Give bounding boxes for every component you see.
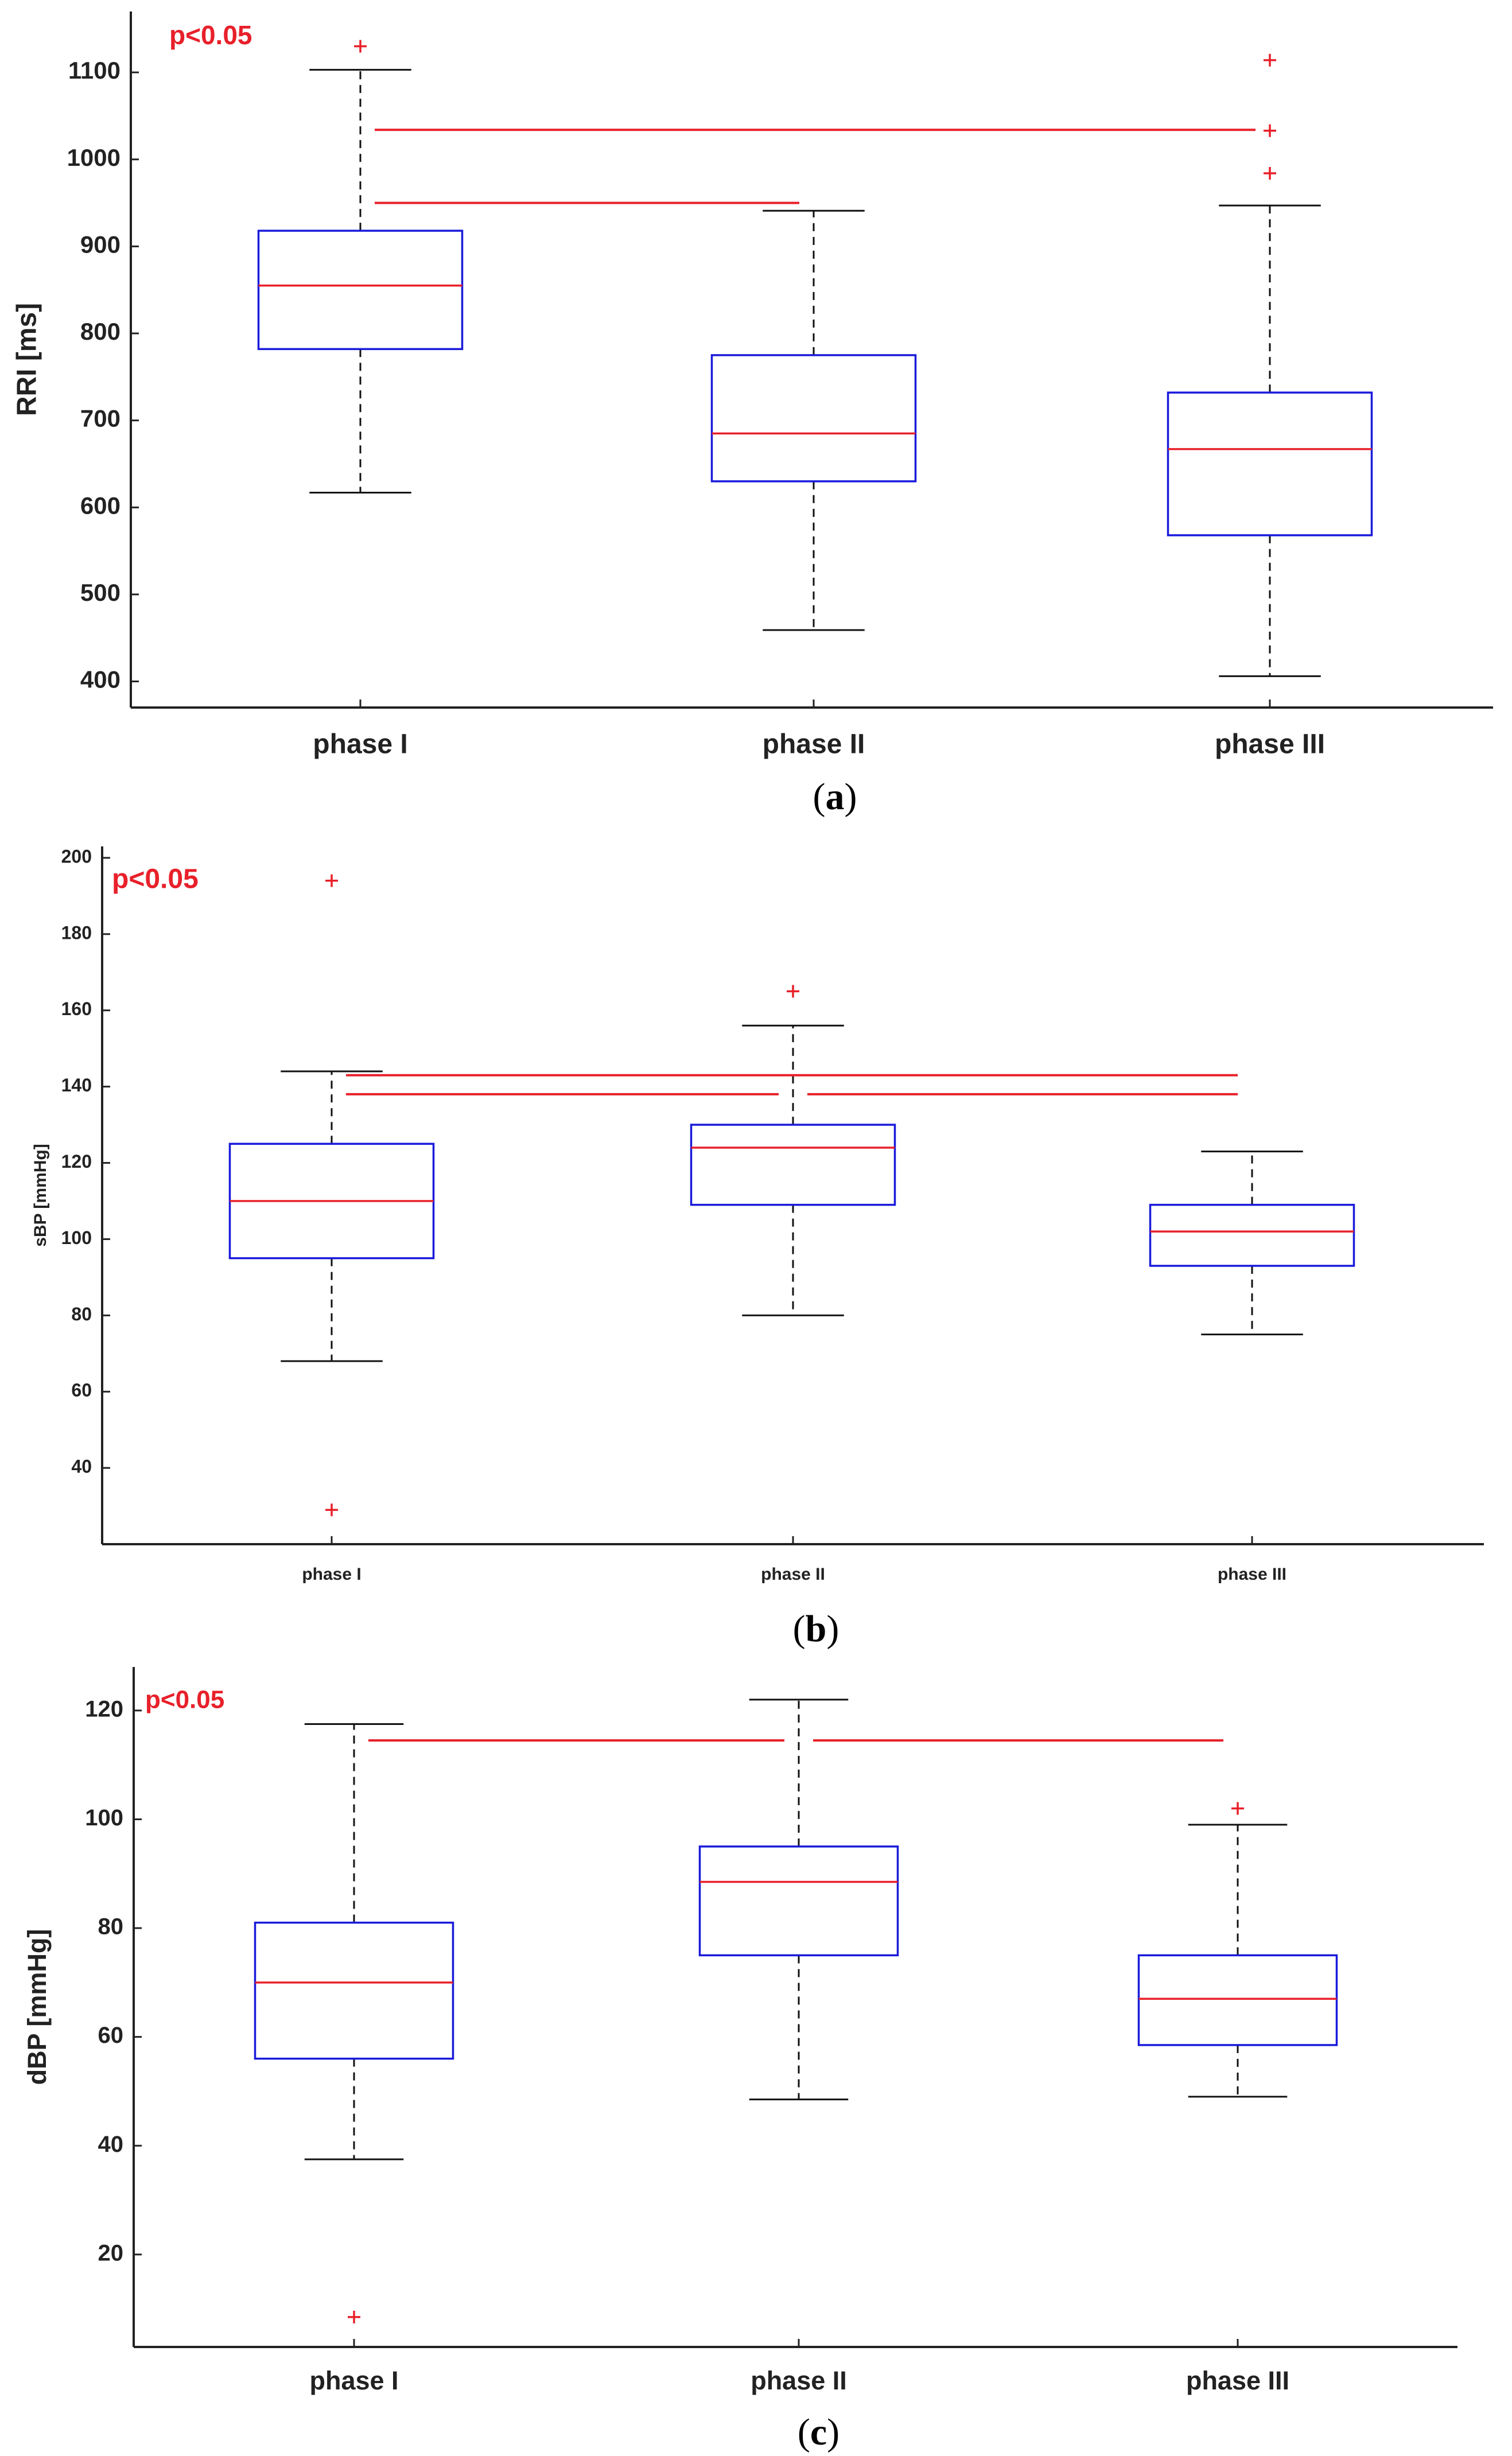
panel-a-ytick-label: 900	[80, 231, 121, 258]
panel-a-ytick-label: 1100	[68, 57, 121, 84]
panel-b-xtick-label: phase I	[302, 1565, 361, 1584]
panel-a-ytick-label: 400	[80, 666, 121, 693]
panel-a-significance-label: p<0.05	[169, 20, 252, 50]
panel-b-ytick-label: 120	[61, 1151, 92, 1172]
panel-c-ytick-label: 120	[85, 1696, 123, 1721]
panel-b-box	[1149, 1203, 1355, 1267]
panel-c-xtick-label: phase I	[309, 2366, 398, 2395]
panel-b-ytick-label: 60	[71, 1380, 92, 1401]
panel-c-y-axis-label: dBP [mmHg]	[22, 1929, 52, 2085]
panel-b-xtick-label: phase II	[761, 1565, 825, 1584]
panel-c-ytick-label: 60	[98, 2023, 124, 2048]
panel-b-caption-letter: b	[806, 1608, 827, 1650]
panel-c-ytick-label: 40	[98, 2132, 124, 2157]
panel-c-outlier-marker	[1231, 1802, 1244, 1815]
panel-b-significance-label: p<0.05	[112, 864, 199, 895]
panel-b-ytick-label: 80	[71, 1304, 92, 1324]
panel-c-xtick-label: phase III	[1186, 2366, 1289, 2395]
panel-b-ytick-label: 200	[61, 846, 92, 866]
panel-a-ytick-label: 600	[80, 492, 121, 519]
panel-c-ytick-label: 100	[85, 1805, 123, 1831]
panel-c-box	[1137, 1954, 1338, 2046]
panel-b-ytick-label: 160	[61, 998, 92, 1019]
panel-a-outlier-marker	[1264, 124, 1276, 137]
panel-b-ytick-label: 40	[71, 1456, 92, 1477]
panel-a-xtick-label: phase II	[763, 729, 865, 760]
panel-c-xtick-label: phase II	[751, 2366, 847, 2395]
panel-b-ytick-label: 140	[61, 1075, 92, 1095]
panel-b-xtick-label: phase III	[1218, 1565, 1286, 1584]
panel-c-caption-letter: c	[810, 2411, 827, 2453]
panel-a-ytick-label: 800	[80, 318, 121, 345]
panel-a-outlier-marker	[1264, 167, 1276, 180]
panel-a-ytick-label: 500	[80, 579, 121, 606]
panel-a-xtick-label: phase I	[313, 729, 407, 760]
panel-a-ytick-label: 1000	[67, 144, 121, 171]
panel-c-outlier-marker	[348, 2310, 360, 2323]
panel-a-xtick-label: phase III	[1215, 729, 1325, 760]
panel-b-outlier-marker	[325, 1503, 338, 1517]
panel-b-outlier-marker	[325, 874, 338, 887]
panel-c-ytick-label: 20	[98, 2240, 124, 2265]
panel-c-significance-label: p<0.05	[145, 1686, 224, 1714]
panel-a-outlier-marker	[1264, 53, 1276, 67]
panel-b-caption: (b)	[793, 1608, 839, 1650]
panel-c-ytick-label: 80	[98, 1914, 124, 1940]
panel-a-box	[710, 354, 917, 483]
panel-b-y-axis-label: sBP [mmHg]	[31, 1144, 50, 1246]
panel-b-box	[690, 1124, 896, 1206]
panel-c-box	[698, 1845, 899, 1957]
panel-a-caption-letter: a	[826, 776, 845, 818]
panel-a-outlier-marker	[354, 40, 367, 53]
panel-c-caption: (c)	[798, 2411, 839, 2453]
panel-a-caption: (a)	[813, 776, 857, 818]
panel-b-ytick-label: 180	[61, 922, 92, 943]
panel-a-y-axis-label: RRI [ms]	[12, 303, 42, 416]
panel-a-ytick-label: 700	[80, 405, 121, 432]
panel-a-box	[1167, 391, 1373, 537]
panel-b-outlier-marker	[787, 985, 799, 998]
panel-a-box	[257, 230, 464, 351]
panel-b-ytick-label: 100	[61, 1227, 92, 1248]
panel-c-box	[254, 1921, 454, 2060]
